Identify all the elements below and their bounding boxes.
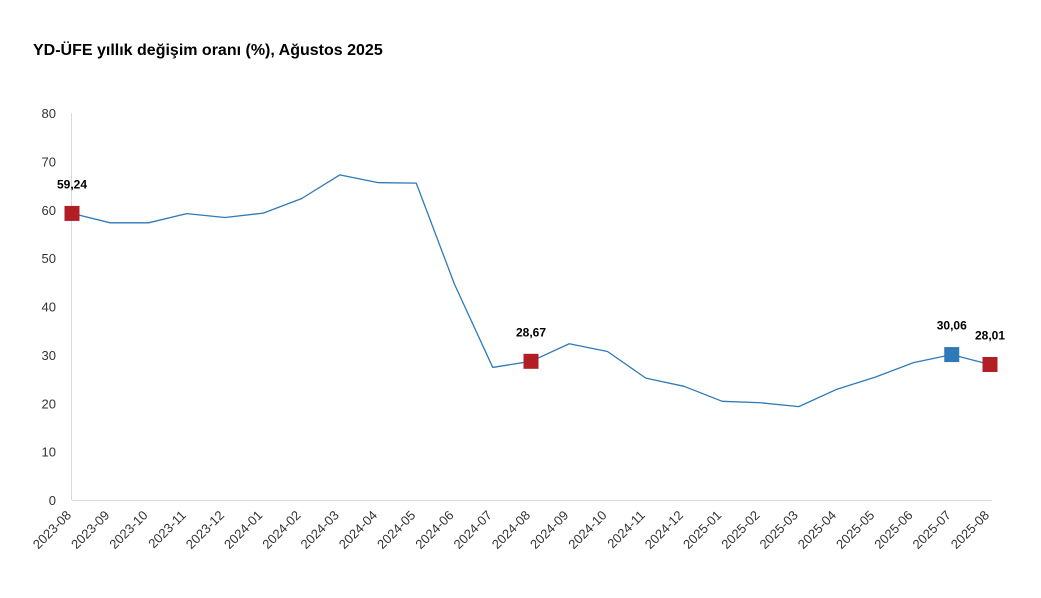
- series-line: [71, 174, 991, 408]
- series-group: [71, 174, 991, 408]
- data-label: 59,24: [57, 177, 87, 191]
- y-tick-label: 0: [49, 493, 56, 508]
- x-tick-label: 2024-04: [336, 508, 380, 552]
- data-labels: 59,24 28,67 30,06 28,01: [57, 177, 1005, 342]
- x-tick-label: 2024-09: [527, 508, 571, 552]
- x-tick-label: 2025-02: [718, 508, 762, 552]
- y-tick-label: 80: [42, 106, 56, 121]
- x-tick-label: 2024-05: [374, 508, 418, 552]
- x-tick-label: 2024-07: [451, 508, 495, 552]
- x-tick-label: 2025-01: [680, 508, 724, 552]
- x-tick-label: 2023-11: [145, 508, 189, 552]
- x-tick-label: 2025-07: [910, 508, 954, 552]
- x-tick-label: 2025-05: [833, 508, 877, 552]
- highlight-marker: [944, 347, 960, 363]
- y-tick-label: 70: [42, 154, 56, 169]
- x-tick-label: 2023-08: [30, 508, 74, 552]
- x-tick-label: 2024-10: [565, 508, 609, 552]
- x-tick-label: 2024-11: [604, 508, 648, 552]
- chart-title: YD-ÜFE yıllık değişim oranı (%), Ağustos…: [33, 42, 383, 59]
- y-axis-tick-labels: 0 10 20 30 40 50 60 70 80: [42, 106, 56, 508]
- y-tick-label: 10: [42, 445, 56, 460]
- x-tick-label: 2023-10: [106, 508, 150, 552]
- x-tick-label: 2024-08: [489, 508, 533, 552]
- y-tick-label: 40: [42, 300, 56, 315]
- y-tick-label: 20: [42, 396, 56, 411]
- highlight-marker: [523, 353, 539, 369]
- x-tick-label: 2024-02: [259, 508, 303, 552]
- x-tick-label: 2025-03: [757, 508, 801, 552]
- highlight-markers: [64, 205, 998, 373]
- y-tick-label: 60: [42, 203, 56, 218]
- x-tick-label: 2024-01: [221, 508, 265, 552]
- y-tick-label: 50: [42, 251, 56, 266]
- data-label: 28,01: [975, 329, 1005, 343]
- y-tick-label: 30: [42, 348, 56, 363]
- x-tick-label: 2023-09: [68, 508, 112, 552]
- highlight-marker: [64, 205, 80, 221]
- x-tick-label: 2023-12: [183, 508, 227, 552]
- x-axis-tick-labels: 2023-082023-092023-102023-112023-122024-…: [30, 508, 992, 552]
- x-tick-label: 2025-08: [948, 508, 992, 552]
- data-label: 30,06: [937, 319, 967, 333]
- highlight-marker: [982, 357, 998, 373]
- x-tick-label: 2024-06: [412, 508, 456, 552]
- x-tick-label: 2024-03: [298, 508, 342, 552]
- data-label: 28,67: [516, 325, 546, 339]
- x-tick-label: 2025-04: [795, 508, 839, 552]
- x-tick-label: 2024-12: [642, 508, 686, 552]
- x-tick-label: 2025-06: [871, 508, 915, 552]
